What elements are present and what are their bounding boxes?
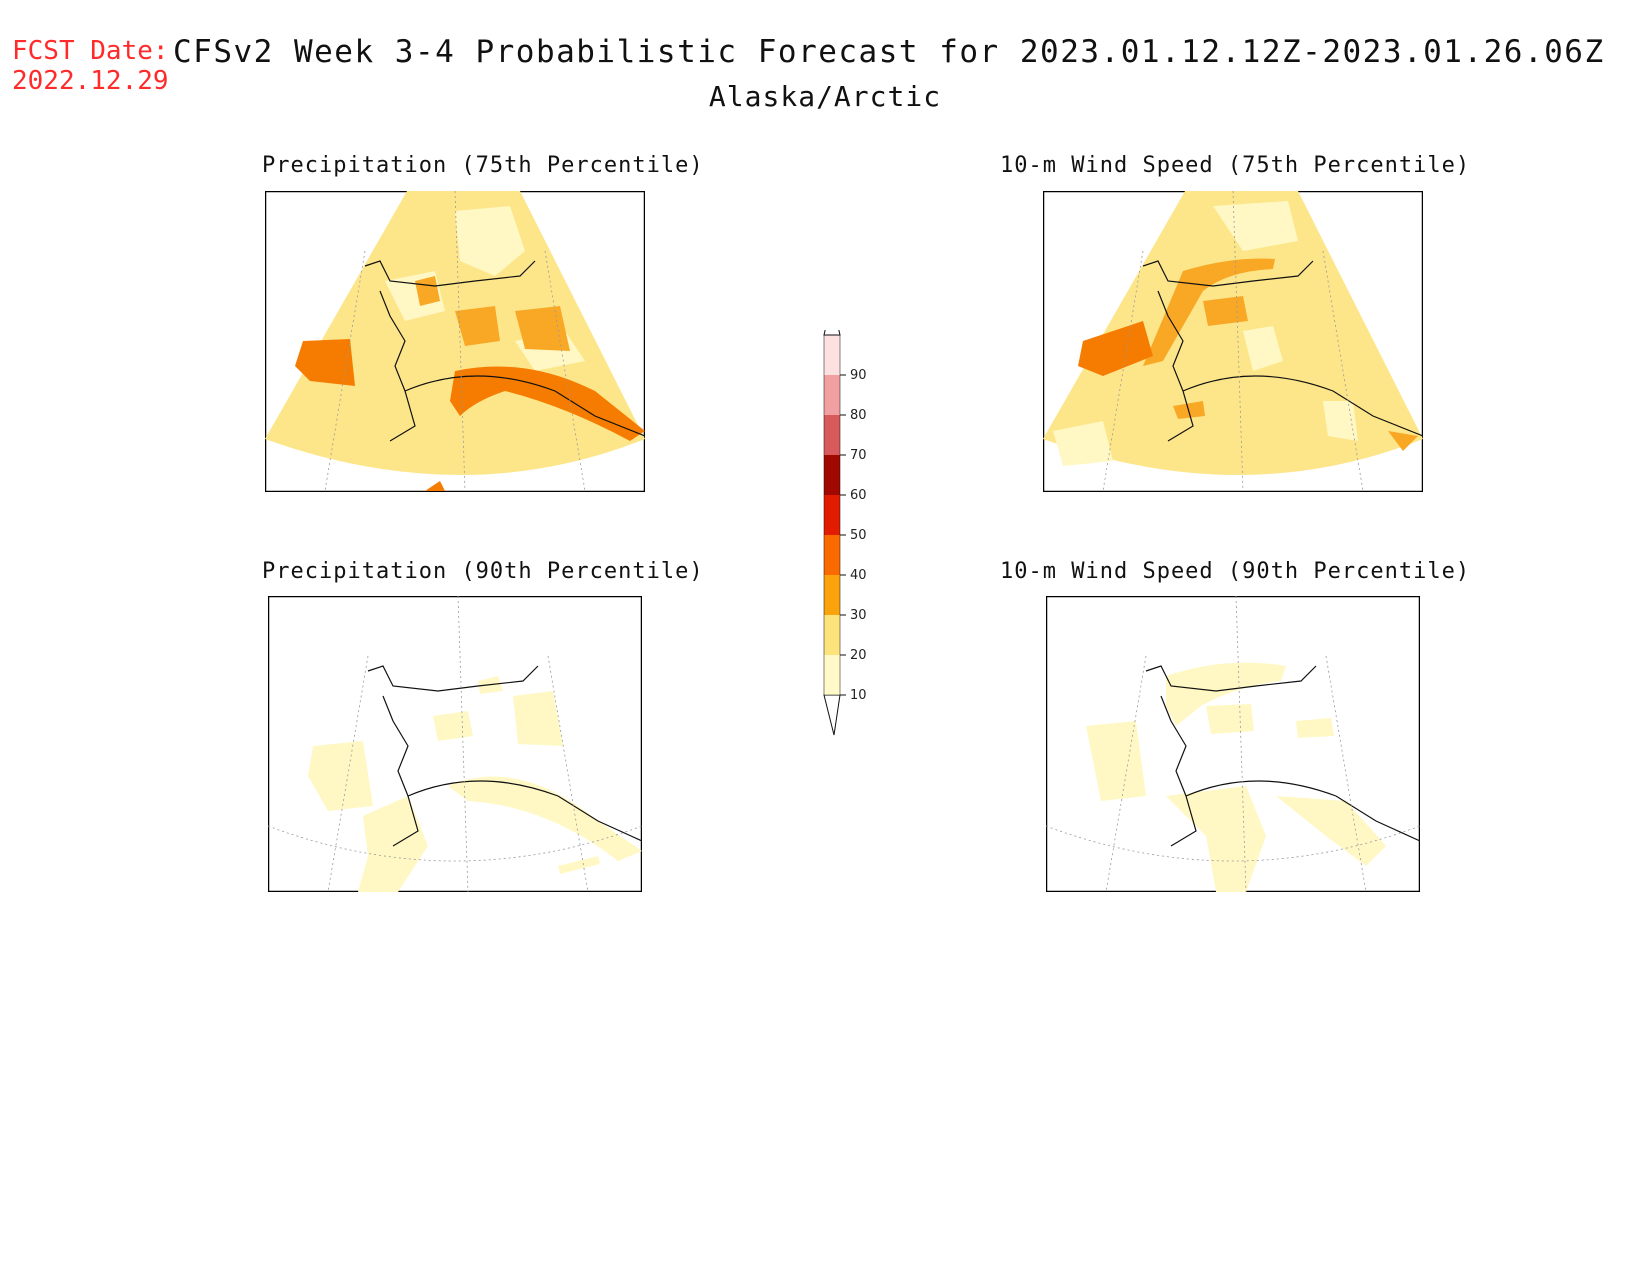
- light-area: [1296, 718, 1334, 738]
- light-area: [1206, 704, 1254, 734]
- alaska-coastline: [1142, 260, 1423, 442]
- light-area: [1086, 721, 1146, 801]
- colorbar-box-60: [824, 455, 840, 495]
- colorbar-top-wedge: [823, 330, 841, 336]
- light-area: [433, 711, 473, 741]
- colorbar-box-20: [824, 615, 840, 655]
- light-area: [1243, 326, 1283, 371]
- orange-area: [1203, 296, 1248, 326]
- colorbar-outline: [823, 334, 841, 696]
- light-area: [455, 206, 525, 276]
- light-area: [448, 776, 642, 861]
- map-wind-90: [1046, 596, 1420, 892]
- orange-area: [295, 339, 355, 386]
- light-area: [558, 856, 600, 874]
- map-wind-75: [1043, 191, 1423, 492]
- orange-area: [515, 306, 570, 351]
- colorbar-box-10: [824, 655, 840, 695]
- colorbar-label-30: 30: [850, 608, 867, 623]
- colorbar-box-30: [824, 575, 840, 615]
- colorbar-label-90: 90: [850, 368, 867, 383]
- colorbar-label-70: 70: [850, 448, 867, 463]
- panel-title-precip-90: Precipitation (90th Percentile): [262, 559, 704, 584]
- orange-area: [1143, 258, 1275, 366]
- alaska-coastline: [1145, 665, 1420, 847]
- light-area: [513, 691, 563, 746]
- colorbar-label-60: 60: [850, 488, 867, 503]
- alaska-coastline: [367, 665, 642, 847]
- orange-area: [455, 306, 500, 346]
- light-area: [1323, 401, 1358, 441]
- map-precip-75: [265, 191, 645, 492]
- light-area: [1213, 201, 1298, 251]
- forecast-date-label: FCST Date:: [12, 36, 169, 66]
- orange-area: [415, 276, 440, 306]
- panel-title-wind-90: 10-m Wind Speed (90th Percentile): [1000, 559, 1471, 584]
- colorbar-label-40: 40: [850, 568, 867, 583]
- orange-area: [425, 481, 445, 491]
- grid-meridian: [1102, 191, 1364, 492]
- region-subtitle: Alaska/Arctic: [708, 80, 942, 113]
- light-area: [1166, 662, 1286, 726]
- map-precip-90: [268, 596, 642, 892]
- colorbar-box-80: [824, 375, 840, 415]
- light-area: [308, 741, 373, 811]
- colorbar-bottom-wedge: [823, 694, 841, 736]
- colorbar-label-50: 50: [850, 528, 867, 543]
- colorbar-label-20: 20: [850, 648, 867, 663]
- orange-area: [450, 366, 645, 441]
- colorbar-box-50: [824, 495, 840, 535]
- colorbar-box-40: [824, 535, 840, 575]
- forecast-date-block: FCST Date: 2022.12.29: [12, 36, 169, 96]
- colorbar-label-80: 80: [850, 408, 867, 423]
- colorbar-label-10: 10: [850, 688, 867, 703]
- page-title: CFSv2 Week 3-4 Probabilistic Forecast fo…: [173, 34, 1605, 70]
- light-area: [1053, 421, 1113, 466]
- grid-meridian: [324, 191, 586, 492]
- orange-area: [1388, 431, 1418, 451]
- colorbar: 10 20 30 40 50 60 70 80 90: [820, 330, 900, 750]
- panel-title-precip-75: Precipitation (75th Percentile): [262, 153, 704, 178]
- alaska-coastline: [364, 260, 645, 442]
- forecast-date-value: 2022.12.29: [12, 66, 169, 96]
- light-area: [358, 796, 428, 892]
- panel-title-wind-75: 10-m Wind Speed (75th Percentile): [1000, 153, 1471, 178]
- colorbar-graphic: 10 20 30 40 50 60 70 80 90: [823, 330, 867, 736]
- colorbar-box-70: [824, 415, 840, 455]
- colorbar-box-90: [824, 335, 840, 375]
- orange-area: [1078, 321, 1153, 376]
